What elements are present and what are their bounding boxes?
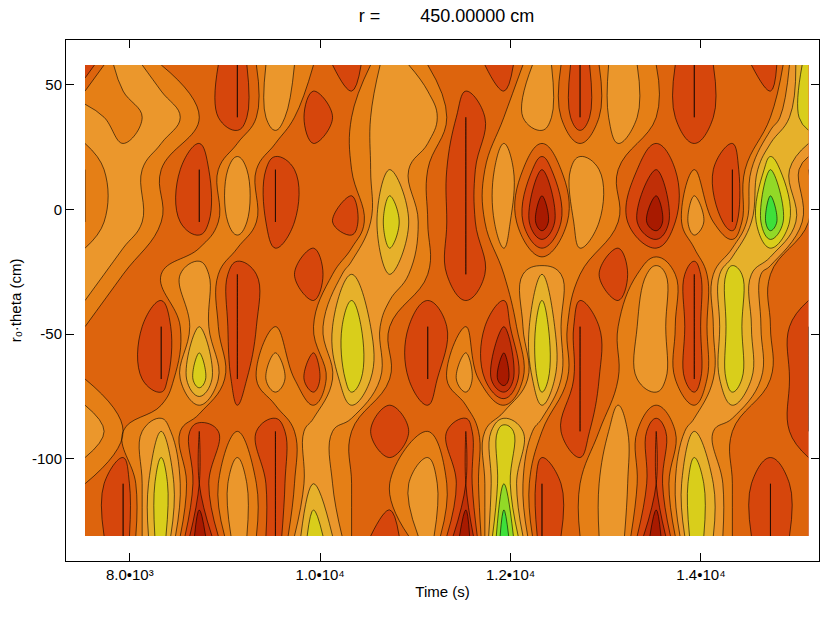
svg-text:Time (s): Time (s): [415, 583, 469, 600]
svg-text:-50: -50: [40, 325, 62, 342]
svg-text:0: 0: [54, 201, 62, 218]
svg-text:1.0•10⁴: 1.0•10⁴: [296, 566, 345, 583]
svg-text:1.2•10⁴: 1.2•10⁴: [486, 566, 535, 583]
svg-text:-100: -100: [32, 450, 62, 467]
svg-text:8.0•10³: 8.0•10³: [106, 566, 154, 583]
svg-text:1.4•10⁴: 1.4•10⁴: [676, 566, 725, 583]
svg-text:r = 450.00000 cm: r = 450.00000 cm: [359, 6, 535, 26]
svg-text:50: 50: [45, 76, 62, 93]
svg-text:r₀·theta (cm): r₀·theta (cm): [7, 259, 24, 343]
